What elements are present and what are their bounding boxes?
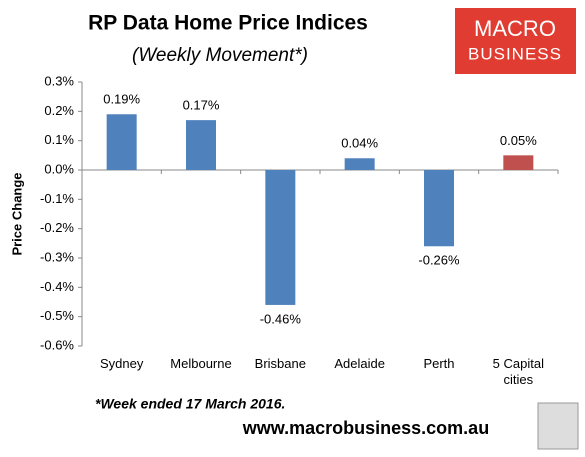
bar <box>424 170 454 247</box>
y-tick-label: -0.4% <box>40 279 74 294</box>
bar <box>344 158 375 170</box>
y-tick-label: 0.0% <box>44 161 74 176</box>
note: *Week ended 17 March 2016. <box>95 396 285 412</box>
y-tick-label: 0.3% <box>44 73 74 88</box>
chart-subtitle: (Weekly Movement*) <box>132 45 308 66</box>
x-tick-label: Melbourne <box>170 356 232 371</box>
logo-image <box>537 402 579 450</box>
bar <box>186 120 216 170</box>
y-tick-label: -0.5% <box>40 308 74 323</box>
y-tick-label: -0.1% <box>40 191 74 206</box>
logo-box <box>455 8 576 74</box>
x-tick-label: Brisbane <box>254 356 306 371</box>
y-tick-label: -0.3% <box>40 249 74 264</box>
logo-text: MACRO <box>474 16 556 41</box>
value-label: -0.26% <box>418 253 460 268</box>
value-label: 0.19% <box>103 92 140 107</box>
y-axis-label: Price Change <box>9 172 24 255</box>
x-tick-label: Sydney <box>99 356 144 371</box>
y-tick-label: 0.1% <box>44 132 74 147</box>
value-label: -0.46% <box>260 311 302 326</box>
value-label: 0.04% <box>341 136 378 151</box>
x-tick-label: Adelaide <box>334 356 385 371</box>
source: www.macrobusiness.com.au <box>242 418 489 438</box>
x-tick-label: 5 Capital cities <box>492 356 544 387</box>
chart-title: RP Data Home Price Indices <box>88 12 368 35</box>
bar <box>265 170 296 305</box>
y-tick-label: 0.2% <box>44 103 74 118</box>
bar <box>106 114 137 170</box>
y-tick-label: -0.6% <box>40 337 74 352</box>
value-label: 0.05% <box>500 133 537 148</box>
y-tick-label: -0.2% <box>40 220 74 235</box>
bar <box>503 155 534 170</box>
logo-text: BUSINESS <box>468 44 562 63</box>
x-tick-label: Perth <box>423 356 455 371</box>
value-label: 0.17% <box>183 98 220 113</box>
